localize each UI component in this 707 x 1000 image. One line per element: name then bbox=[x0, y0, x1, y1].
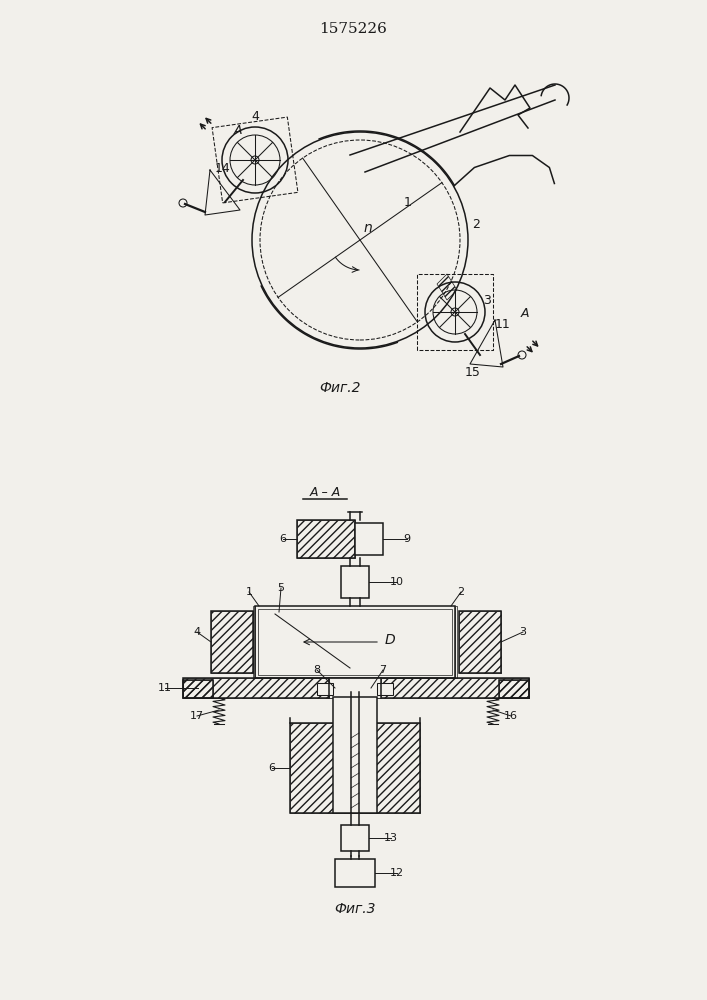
Text: 12: 12 bbox=[390, 868, 404, 878]
Bar bbox=[317, 683, 333, 695]
Bar bbox=[183, 678, 529, 698]
Text: 7: 7 bbox=[380, 665, 387, 675]
Text: 4: 4 bbox=[194, 627, 201, 637]
Text: 13: 13 bbox=[384, 833, 398, 843]
Bar bbox=[459, 611, 501, 673]
Bar bbox=[183, 680, 213, 698]
Bar bbox=[255, 606, 455, 678]
Text: 15: 15 bbox=[465, 365, 481, 378]
Bar bbox=[455, 606, 457, 678]
Bar bbox=[333, 697, 377, 813]
Text: Фиг.3: Фиг.3 bbox=[334, 902, 375, 916]
Bar bbox=[459, 611, 501, 673]
Polygon shape bbox=[470, 320, 503, 367]
Bar bbox=[355, 523, 383, 555]
Bar bbox=[258, 609, 452, 675]
Text: 3: 3 bbox=[483, 294, 491, 306]
Text: 10: 10 bbox=[390, 577, 404, 587]
Text: А: А bbox=[234, 124, 243, 137]
Text: 4: 4 bbox=[251, 110, 259, 123]
Text: А: А bbox=[521, 307, 530, 320]
Text: 14: 14 bbox=[215, 161, 231, 174]
Bar bbox=[499, 680, 529, 698]
Text: 8: 8 bbox=[313, 665, 320, 675]
Bar bbox=[183, 680, 213, 698]
Text: 11: 11 bbox=[495, 318, 511, 330]
Text: 1: 1 bbox=[245, 587, 252, 597]
Text: 2: 2 bbox=[457, 587, 464, 597]
Text: 6: 6 bbox=[269, 763, 276, 773]
Text: 17: 17 bbox=[190, 711, 204, 721]
Bar bbox=[341, 825, 369, 851]
Bar bbox=[211, 611, 253, 673]
Text: 5: 5 bbox=[278, 583, 284, 593]
Text: A – A: A – A bbox=[310, 486, 341, 498]
Text: 6: 6 bbox=[279, 534, 286, 544]
Text: 16: 16 bbox=[504, 711, 518, 721]
Bar bbox=[297, 520, 355, 558]
Bar bbox=[499, 680, 529, 698]
Circle shape bbox=[217, 201, 227, 211]
Bar bbox=[290, 723, 420, 813]
Text: 1575226: 1575226 bbox=[319, 22, 387, 36]
Polygon shape bbox=[205, 170, 240, 215]
Bar bbox=[297, 520, 355, 558]
Text: n: n bbox=[363, 221, 373, 235]
Text: 1: 1 bbox=[404, 196, 412, 209]
Bar bbox=[183, 678, 529, 698]
Text: 3: 3 bbox=[520, 627, 527, 637]
Text: Фиг.2: Фиг.2 bbox=[320, 381, 361, 395]
Text: 2: 2 bbox=[472, 218, 480, 231]
Bar bbox=[341, 566, 369, 598]
Text: 9: 9 bbox=[404, 534, 411, 544]
Circle shape bbox=[477, 354, 487, 364]
Bar bbox=[377, 683, 393, 695]
Bar bbox=[253, 606, 255, 678]
Text: 11: 11 bbox=[158, 683, 172, 693]
Bar bbox=[211, 611, 253, 673]
Bar bbox=[329, 678, 381, 698]
Text: D: D bbox=[385, 633, 395, 647]
Bar bbox=[290, 723, 420, 813]
Bar bbox=[335, 859, 375, 887]
